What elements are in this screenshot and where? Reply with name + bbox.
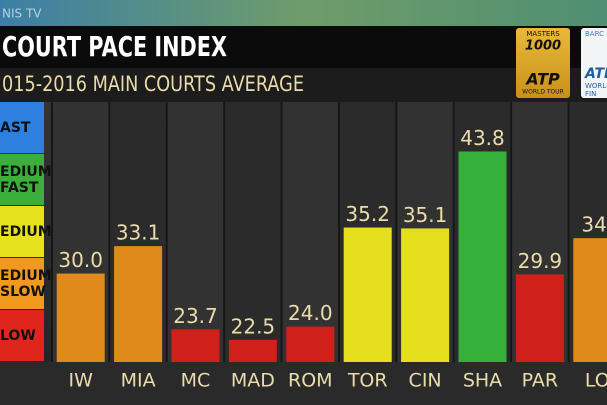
value-label: 43.8 xyxy=(460,126,505,150)
video-strip xyxy=(0,0,607,26)
bar xyxy=(56,273,105,362)
bar xyxy=(401,228,450,362)
x-tick-label: TOR xyxy=(347,370,388,392)
x-tick-label: MAD xyxy=(231,370,275,392)
bar xyxy=(515,274,564,362)
category-band xyxy=(0,362,607,405)
value-label: 35.2 xyxy=(345,202,390,226)
x-tick-label: SHA xyxy=(463,370,502,392)
value-label: 29.9 xyxy=(518,249,563,273)
bar xyxy=(573,238,607,362)
logo-text: FIN xyxy=(585,90,596,98)
bar xyxy=(171,329,220,362)
subtitle-band xyxy=(0,68,607,102)
pace-label-text: EDIUM xyxy=(0,164,52,180)
logo-text: WORLD xyxy=(585,82,607,90)
value-label: 33.1 xyxy=(116,221,161,245)
finals-logo: BARC ATP WORLD FIN xyxy=(581,28,607,98)
x-tick-label: PAR xyxy=(522,370,558,392)
value-label: 35.1 xyxy=(403,203,448,227)
pace-band xyxy=(0,206,44,257)
logo-text: 1000 xyxy=(525,39,561,54)
pace-band xyxy=(0,310,44,361)
pace-label: AST xyxy=(0,120,31,136)
x-tick-label: MIA xyxy=(121,370,156,392)
pace-label: EDIUM xyxy=(0,224,52,240)
bar xyxy=(114,246,163,362)
logo-text: BARC xyxy=(585,30,604,38)
column-shade xyxy=(225,102,281,362)
pace-label: EDIUM SLOW xyxy=(0,268,52,300)
logo-box xyxy=(516,28,570,98)
masters-logo: MASTERS 1000 ATP WORLD TOUR xyxy=(516,28,570,98)
channel-logo: NIS TV xyxy=(2,7,42,21)
logo-text: MASTERS xyxy=(526,30,560,38)
pace-label-text: FAST xyxy=(0,180,39,196)
bar xyxy=(343,227,392,362)
pace-band xyxy=(0,102,44,153)
x-tick-label: LO xyxy=(585,370,607,392)
title-band xyxy=(0,26,607,68)
value-label: 22.5 xyxy=(231,314,276,338)
bar xyxy=(228,339,277,362)
logo-text: ATP xyxy=(584,66,607,82)
pace-label: LOW xyxy=(0,328,36,344)
pace-label-text: SLOW xyxy=(0,284,46,300)
pace-label-text: EDIUM xyxy=(0,268,52,284)
bar xyxy=(458,151,507,362)
chart-subtitle: 015-2016 MAIN COURTS AVERAGE xyxy=(2,72,304,96)
pace-band xyxy=(0,258,44,309)
bar xyxy=(286,326,335,362)
chart-title: COURT PACE INDEX xyxy=(2,30,227,63)
x-tick-label: ROM xyxy=(288,370,333,392)
x-tick-label: IW xyxy=(69,370,94,392)
value-label: 30.0 xyxy=(58,248,103,272)
x-tick-label: CIN xyxy=(409,370,442,392)
logo-text: ATP xyxy=(524,70,560,89)
pace-band xyxy=(0,154,44,205)
x-tick-label: MC xyxy=(181,370,211,392)
pace-label: EDIUM FAST xyxy=(0,164,52,196)
logo-text: WORLD TOUR xyxy=(522,89,564,96)
logo-box xyxy=(581,28,607,98)
value-label: 24.0 xyxy=(288,301,333,325)
value-label: 34. xyxy=(581,213,607,237)
column-shade xyxy=(167,102,224,362)
column-shade xyxy=(282,102,338,362)
value-label: 23.7 xyxy=(173,304,218,328)
